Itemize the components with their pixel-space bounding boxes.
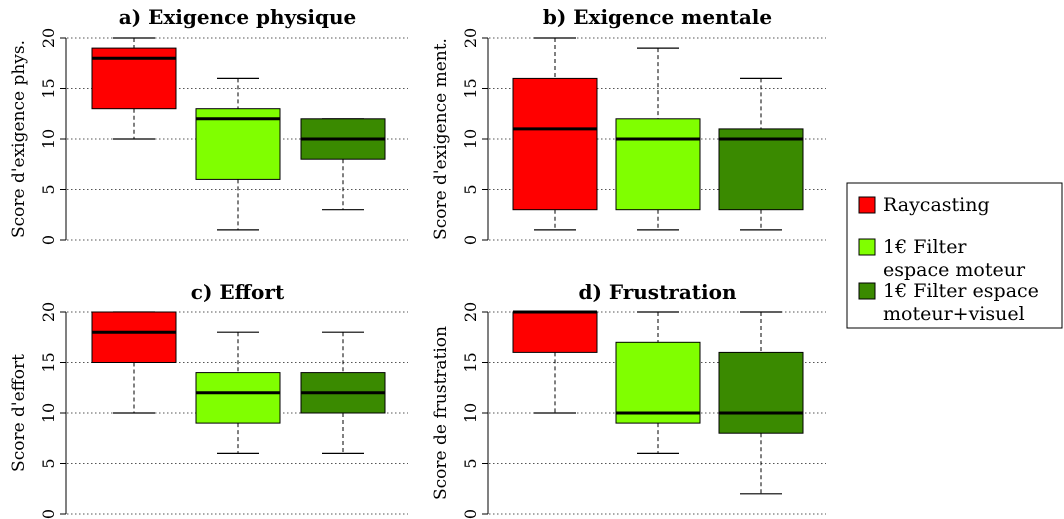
y-tick-label: 0 [461,235,480,245]
panel-title: b) Exigence mentale [543,5,772,29]
y-tick-label: 0 [39,509,58,519]
box-2 [615,311,701,454]
panel-2: b) Exigence mentale Score d'exigence ment… [431,5,826,245]
y-tick-label: 15 [39,352,58,372]
box-3 [300,331,386,454]
iqr-box [512,77,598,211]
legend-label-filter-moteur-visuel-line1: 1€ Filter espace [883,280,1039,302]
y-axis-label: Score de frustration [431,326,451,500]
legend-swatch-raycasting [858,196,876,214]
legend: Raycasting 1€ Filter espace moteur 1€ Fi… [846,182,1063,329]
legend-swatch-filter-moteur-visuel [858,282,876,300]
panel-4: d) Frustration Score de frustration 0 5 10 15… [431,280,826,519]
legend-label-filter-moteur-line1: 1€ Filter [883,236,967,258]
y-tick-label: 15 [39,78,58,98]
legend-frame [846,182,1063,329]
box-3 [718,311,804,495]
y-tick-label: 5 [461,184,480,194]
y-tick-label: 15 [461,78,480,98]
y-axis-label: Score d'exigence phys. [9,40,29,238]
y-tick-label: 20 [39,302,58,322]
y-tick-label: 10 [461,403,480,423]
panels: a) Exigence physique Score d'exigence phy… [9,5,826,519]
y-tick-label: 20 [461,302,480,322]
y-tick-label: 20 [461,28,480,48]
y-tick-label: 0 [461,509,480,519]
y-tick-label: 20 [39,28,58,48]
box-1 [91,311,177,414]
panel-title: a) Exigence physique [119,5,357,29]
box-1 [91,37,177,140]
y-axis-label: Score d'effort [9,354,29,472]
box-1 [512,37,598,231]
y-tick-label: 5 [39,184,58,194]
y-tick-label: 5 [39,458,58,468]
iqr-box [718,351,804,434]
box-1 [512,310,598,414]
iqr-box [615,341,701,424]
legend-label-filter-moteur-visuel-line2: moteur+visuel [883,303,1025,325]
box-2 [195,331,281,454]
box-3 [300,118,386,211]
iqr-box [615,118,701,211]
y-axis-label: Score d'exigence ment. [431,38,451,240]
box-2 [195,77,281,231]
panel-3: c) Effort Score d'effort 0 5 10 15 20 [9,280,408,519]
iqr-box [91,311,177,363]
y-tick-label: 10 [461,129,480,149]
panel-title: d) Frustration [578,280,737,304]
box-3 [718,77,804,231]
legend-label-filter-moteur-line2: espace moteur [883,259,1026,281]
y-tick-label: 10 [39,129,58,149]
legend-label-raycasting: Raycasting [883,194,990,216]
iqr-box [195,372,281,424]
iqr-box [718,128,804,211]
panel-title: c) Effort [191,280,285,304]
legend-swatch-filter-moteur [858,238,876,256]
y-tick-label: 5 [461,458,480,468]
y-tick-label: 15 [461,352,480,372]
iqr-box [195,108,281,180]
box-2 [615,47,701,231]
iqr-box [512,311,598,353]
y-tick-label: 0 [39,235,58,245]
y-tick-label: 10 [39,403,58,423]
panel-1: a) Exigence physique Score d'exigence phy… [9,5,408,245]
